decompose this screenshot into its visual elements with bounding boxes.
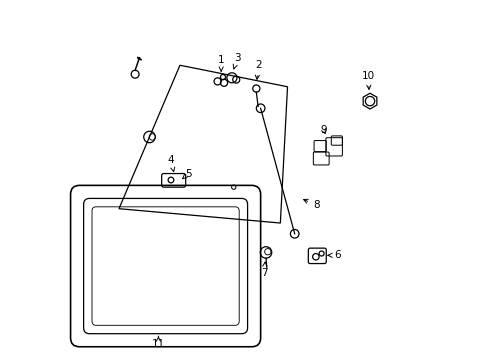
Text: 7: 7 bbox=[261, 262, 267, 278]
Text: 6: 6 bbox=[327, 250, 340, 260]
Text: 2: 2 bbox=[254, 60, 261, 79]
Text: 1: 1 bbox=[218, 55, 224, 71]
Text: 8: 8 bbox=[303, 199, 319, 210]
Text: 3: 3 bbox=[233, 53, 240, 69]
Text: 10: 10 bbox=[361, 71, 374, 89]
Text: 5: 5 bbox=[182, 168, 192, 179]
Text: 4: 4 bbox=[167, 155, 174, 172]
Text: 11: 11 bbox=[151, 336, 165, 349]
Text: 9: 9 bbox=[320, 125, 326, 135]
